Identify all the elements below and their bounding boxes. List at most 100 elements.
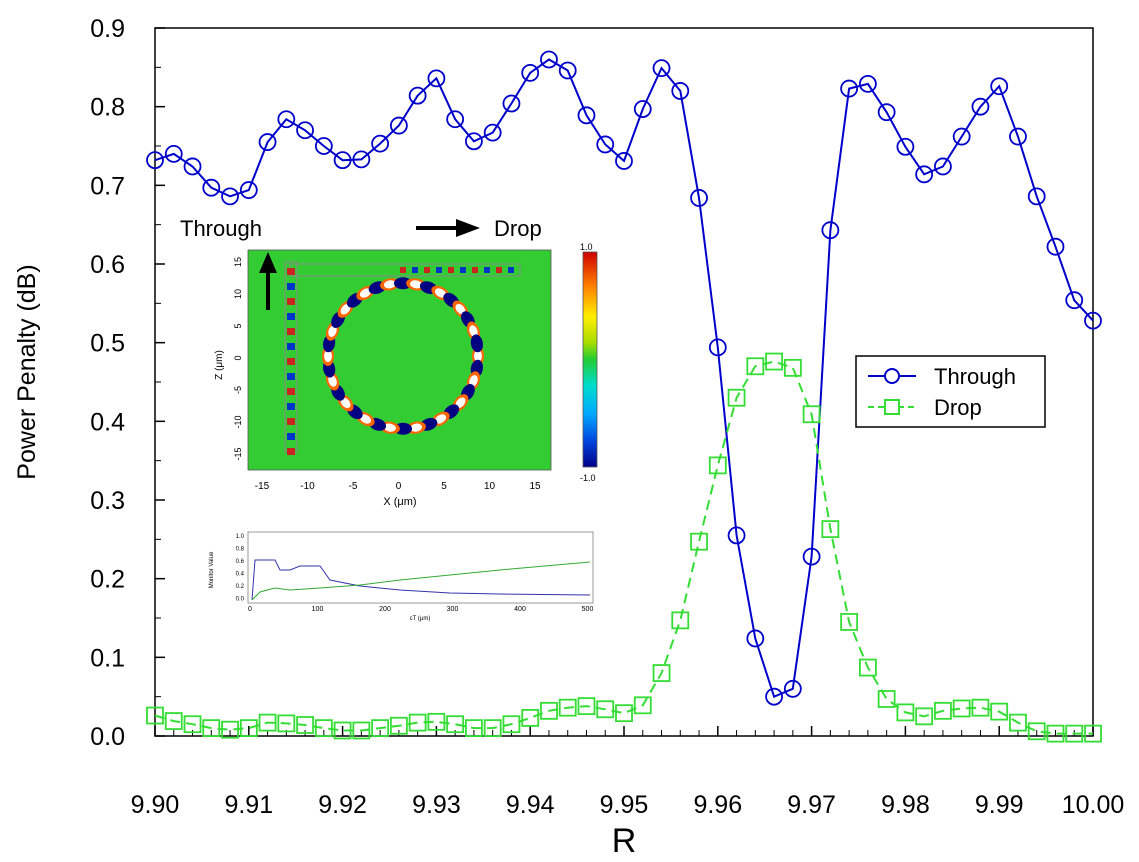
drop-point <box>802 405 821 424</box>
x-tick-label: 9.94 <box>506 791 555 819</box>
through-point <box>389 116 408 135</box>
monitor-ylabel: Monitor Value <box>209 551 215 588</box>
drop-point <box>1009 713 1027 732</box>
drop-point <box>258 713 277 732</box>
through-field-spot <box>287 373 295 380</box>
y-tick-label: 0.7 <box>90 172 125 200</box>
inset-through-label: Through <box>180 216 262 241</box>
through-point <box>1009 127 1027 146</box>
through-point <box>671 82 690 100</box>
through-point <box>333 151 352 170</box>
drop-point <box>633 696 652 715</box>
ring-lobe-core <box>359 288 372 298</box>
through-point <box>990 77 1009 96</box>
x-tick-label: 9.98 <box>881 791 930 819</box>
x-axis-title: R <box>612 822 637 860</box>
ring-lobe-core <box>324 350 332 362</box>
through-point <box>971 97 990 116</box>
through-point <box>858 74 877 93</box>
map-x-tick-label: -15 <box>255 481 270 492</box>
monitor-y-tick-label: 0.6 <box>236 559 245 565</box>
legend-box <box>855 355 1046 428</box>
drop-point <box>971 698 990 717</box>
x-tick-label: 9.91 <box>224 791 273 819</box>
drop-point <box>652 664 671 682</box>
map-y-tick-label: 15 <box>233 257 243 267</box>
series-line-drop <box>154 360 1093 735</box>
through-point <box>183 157 202 176</box>
drop-point <box>446 715 465 734</box>
through-point <box>821 221 840 240</box>
drop-point <box>371 719 390 738</box>
through-point <box>746 629 765 648</box>
series-drop <box>146 352 1102 743</box>
through-field-spot <box>287 343 295 350</box>
through-field-spot <box>287 388 295 395</box>
drop-point <box>183 715 202 734</box>
through-point <box>1065 291 1084 310</box>
through-point <box>296 121 314 140</box>
through-field-spot <box>287 328 295 335</box>
monitor-x-tick-label: 300 <box>447 606 459 613</box>
x-tick-label: 9.99 <box>975 791 1024 819</box>
map-x-tick-label: -5 <box>349 481 358 492</box>
drop-point <box>765 352 783 371</box>
monitor-x-tick-label: 500 <box>582 606 594 613</box>
monitor-plot-frame <box>247 531 594 604</box>
drop-point <box>502 715 521 734</box>
monitor-y-tick-label: 1.0 <box>236 534 245 540</box>
through-point <box>877 103 896 122</box>
ring-field-pattern <box>322 277 484 435</box>
map-y-tick-label: 5 <box>233 323 243 328</box>
x-tick-label: 9.92 <box>318 791 367 819</box>
drop-point <box>146 706 164 725</box>
map-x-tick-label: -10 <box>300 481 315 492</box>
through-field-spot <box>287 283 295 290</box>
drop-point <box>1084 724 1102 743</box>
drop-field-spot <box>448 267 454 273</box>
drop-point <box>840 613 859 631</box>
through-point <box>952 127 971 146</box>
map-y-tick-label: 0 <box>233 355 243 360</box>
ring-lobe-core <box>384 423 396 432</box>
ring-lobe-core <box>340 303 351 315</box>
ring-lobe-core <box>434 288 447 298</box>
drop-field-spot <box>400 267 406 273</box>
drop-point <box>333 721 352 740</box>
map-y-tick-label: -5 <box>233 386 243 394</box>
y-tick-label: 0.1 <box>90 644 125 672</box>
drop-field-spot <box>484 267 490 273</box>
through-point <box>915 165 934 184</box>
through-arrow-icon <box>259 252 277 310</box>
colorbar <box>582 251 598 468</box>
drop-point <box>615 704 633 723</box>
through-point <box>596 135 615 154</box>
colorbar-min-label: -1.0 <box>580 473 596 483</box>
through-point <box>483 123 502 142</box>
drop-point <box>708 456 727 475</box>
drop-point <box>558 698 577 717</box>
drop-field-spot <box>412 267 418 273</box>
monitor-x-tick-label: 0 <box>248 606 252 613</box>
monitor-y-tick-label: 0.8 <box>236 547 245 553</box>
y-tick-label: 0.3 <box>90 487 125 515</box>
drop-point <box>427 712 446 731</box>
drop-field-spot <box>508 267 514 273</box>
drop-point <box>352 721 371 740</box>
monitor-xlabel: cT (μm) <box>410 616 431 622</box>
map-y-tick-label: -15 <box>233 447 243 460</box>
through-point <box>465 132 483 151</box>
ring-lobe-core <box>434 414 447 424</box>
through-field-spot <box>287 403 295 410</box>
through-point <box>314 137 333 155</box>
drop-point <box>577 697 596 716</box>
through-point <box>727 526 746 545</box>
drop-point <box>690 532 708 551</box>
drop-point <box>408 713 427 732</box>
y-tick-label: 0.8 <box>90 94 125 122</box>
drop-point <box>858 658 877 677</box>
field-map-xlabel: X (μm) <box>383 496 416 508</box>
map-x-tick-label: 10 <box>484 481 496 492</box>
y-tick-label: 0.9 <box>90 15 125 43</box>
drop-point <box>671 611 690 630</box>
